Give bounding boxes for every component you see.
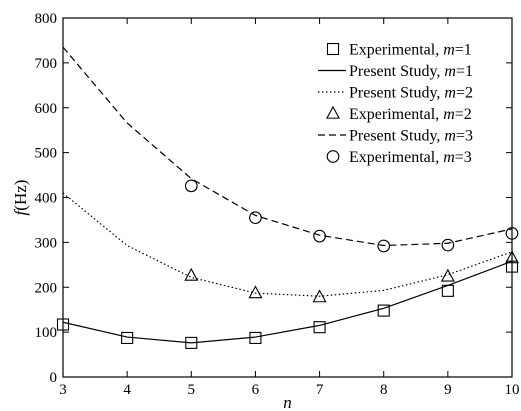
y-tick-label: 300 <box>35 235 58 251</box>
data-point-circle <box>184 179 198 193</box>
legend-item: Experimental, m=1 <box>326 42 472 59</box>
data-point-triangle <box>440 268 455 282</box>
legend-item: Experimental, m=2 <box>326 105 472 123</box>
data-point-triangle <box>312 289 327 303</box>
y-tick-label: 500 <box>35 146 58 162</box>
legend-item: Experimental, m=3 <box>326 149 472 166</box>
legend-marker-triangle <box>326 105 340 119</box>
x-tick-label: 3 <box>59 382 67 398</box>
legend-marker-square <box>326 42 340 56</box>
x-tick-label: 4 <box>123 382 131 398</box>
data-point-square <box>377 304 390 317</box>
y-axis-variable: f <box>11 208 30 215</box>
y-axis: 0 100 200 300 400 500 600 700 800 <box>35 11 512 386</box>
legend-marker-circle <box>326 150 340 163</box>
legend-label: Present Study, m=1 <box>349 63 473 80</box>
legend-label: Present Study, m=2 <box>349 85 473 102</box>
y-axis-label: f(Hz) <box>11 180 30 216</box>
legend-label: Experimental, m=1 <box>349 42 472 59</box>
x-tick-label: 7 <box>316 382 324 398</box>
y-tick-label: 700 <box>35 56 58 72</box>
data-point-triangle <box>184 267 199 281</box>
x-axis: 3 4 5 6 7 8 9 10 <box>59 18 520 398</box>
x-axis-label: n <box>283 393 292 411</box>
series-5 <box>184 179 519 253</box>
x-tick-label: 10 <box>505 382 520 398</box>
series-0 <box>56 260 519 349</box>
series-layer <box>56 46 519 349</box>
legend-item: Present Study, m=1 <box>318 63 473 80</box>
x-tick-label: 6 <box>252 382 260 398</box>
legend-label: Experimental, m=3 <box>349 149 472 166</box>
data-point-circle <box>313 229 326 243</box>
series-line <box>62 192 513 297</box>
y-tick-label: 200 <box>35 280 58 296</box>
legend-item: Present Study, m=3 <box>318 128 473 145</box>
data-point-circle <box>505 227 519 240</box>
series-1 <box>62 260 513 344</box>
series-2 <box>62 192 513 297</box>
data-point-circle <box>441 238 455 252</box>
y-axis-unit: (Hz) <box>11 180 30 211</box>
y-tick-label: 100 <box>35 325 58 341</box>
data-point-square <box>313 321 326 334</box>
legend-label: Present Study, m=3 <box>349 128 473 145</box>
series-line <box>62 260 513 344</box>
data-point-square <box>505 260 519 273</box>
data-point-circle <box>249 211 262 225</box>
legend-label: Experimental, m=2 <box>349 106 472 123</box>
x-tick-label: 8 <box>380 382 388 398</box>
data-point-circle <box>377 239 391 253</box>
x-tick-label: 9 <box>444 382 452 398</box>
series-line <box>62 46 513 247</box>
data-point-square <box>56 318 70 331</box>
data-point-triangle <box>248 285 263 299</box>
legend-item: Present Study, m=2 <box>318 85 473 102</box>
y-tick-label: 0 <box>50 370 58 386</box>
data-point-triangle <box>505 250 519 264</box>
y-tick-label: 400 <box>35 191 58 207</box>
y-tick-label: 600 <box>35 101 58 117</box>
x-tick-label: 5 <box>188 382 196 398</box>
series-3 <box>184 250 519 303</box>
series-4 <box>62 46 513 247</box>
y-tick-label: 800 <box>35 11 58 27</box>
legend: Experimental, m=1 Present Study, m=1 Prese… <box>318 42 473 166</box>
